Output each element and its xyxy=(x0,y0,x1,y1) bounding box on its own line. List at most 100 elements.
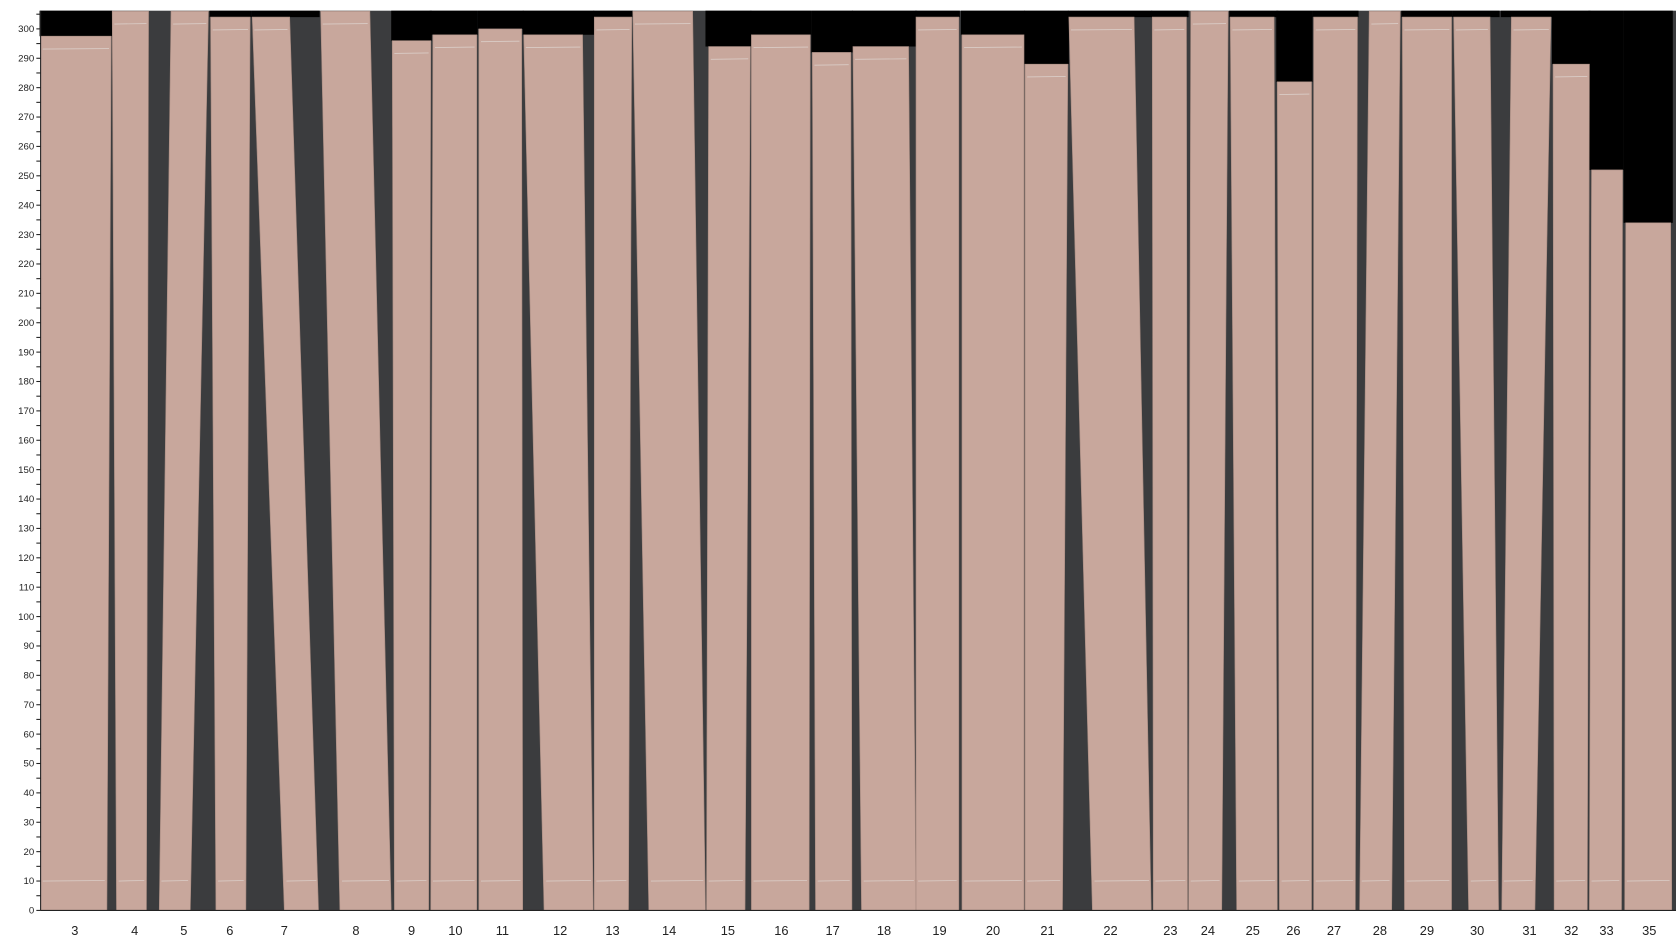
x-tick-label: 24 xyxy=(1201,923,1215,938)
x-tick-label: 6 xyxy=(226,923,233,938)
empty-region-12 xyxy=(522,10,595,35)
board-21 xyxy=(1024,63,1069,911)
chalk-mark xyxy=(1503,880,1533,882)
chalk-mark xyxy=(753,46,809,49)
chalk-mark xyxy=(161,880,189,882)
y-tick-label: 200 xyxy=(18,318,34,329)
empty-region-10 xyxy=(429,10,478,35)
chalk-mark xyxy=(1027,880,1061,882)
chalk-mark xyxy=(1406,880,1450,882)
chalk-mark xyxy=(1371,23,1399,25)
y-tick-label: 140 xyxy=(18,494,34,505)
chalk-mark xyxy=(596,29,630,31)
chalk-mark xyxy=(863,880,914,882)
x-tick-label: 21 xyxy=(1040,923,1054,938)
y-tick-label: 280 xyxy=(18,83,34,94)
x-tick-label: 35 xyxy=(1642,923,1656,938)
chalk-mark xyxy=(1404,29,1450,31)
x-tick-label: 29 xyxy=(1420,923,1434,938)
chalk-mark xyxy=(1154,29,1185,31)
empty-region-30 xyxy=(1452,10,1500,18)
chalk-mark xyxy=(118,880,145,882)
chalk-mark xyxy=(218,880,244,882)
board-4 xyxy=(111,10,149,911)
y-tick-label: 180 xyxy=(18,377,34,388)
chalk-mark xyxy=(322,23,368,25)
x-tick-label: 11 xyxy=(496,923,509,938)
x-tick-label: 13 xyxy=(605,923,619,938)
x-tick-label: 25 xyxy=(1246,923,1260,938)
empty-region-20 xyxy=(960,10,1026,35)
chalk-mark xyxy=(1556,880,1586,882)
chalk-mark xyxy=(1027,76,1066,78)
board-9 xyxy=(391,40,432,911)
board-13 xyxy=(593,16,633,911)
y-tick-label: 110 xyxy=(19,582,34,593)
board-15 xyxy=(706,46,751,911)
x-tick-label: 7 xyxy=(281,923,288,938)
empty-region-33 xyxy=(1588,10,1624,170)
chalk-mark xyxy=(964,880,1022,882)
y-tick-label: 300 xyxy=(18,24,34,35)
empty-region-18 xyxy=(851,10,918,47)
y-tick-label: 250 xyxy=(18,171,34,182)
x-tick-label: 3 xyxy=(71,923,78,938)
board-20 xyxy=(961,34,1025,911)
y-tick-label: 190 xyxy=(18,347,34,358)
board-10 xyxy=(430,34,478,911)
x-tick-label: 4 xyxy=(131,923,138,938)
chalk-mark xyxy=(918,29,957,31)
chalk-mark xyxy=(1555,76,1588,78)
chalk-mark xyxy=(650,880,704,882)
chalk-mark xyxy=(1192,23,1227,25)
chalk-mark xyxy=(525,46,581,49)
y-tick-label: 30 xyxy=(24,817,35,828)
chalk-mark xyxy=(212,29,248,31)
plot-area xyxy=(39,10,1676,911)
x-tick-label: 5 xyxy=(180,923,187,938)
y-tick-label: 100 xyxy=(18,612,34,623)
empty-region-19 xyxy=(914,10,960,18)
chalk-mark xyxy=(286,880,317,882)
board-32 xyxy=(1552,63,1590,911)
board-24 xyxy=(1188,10,1229,911)
empty-region-7 xyxy=(251,10,320,18)
board-6 xyxy=(210,16,251,911)
board-25 xyxy=(1229,16,1278,911)
x-tick-label: 10 xyxy=(448,923,462,938)
board-29 xyxy=(1402,16,1452,911)
y-tick-label: 0 xyxy=(29,906,34,917)
y-tick-label: 240 xyxy=(18,200,34,211)
chalk-mark xyxy=(1315,880,1354,882)
y-tick-label: 10 xyxy=(24,876,35,887)
x-tick-label: 9 xyxy=(408,923,415,938)
empty-region-25 xyxy=(1229,10,1279,18)
x-tick-label: 8 xyxy=(352,923,359,938)
chalk-mark xyxy=(1190,880,1220,882)
chalk-mark xyxy=(42,880,105,882)
chalk-mark xyxy=(1513,29,1549,31)
y-tick-label: 130 xyxy=(18,524,34,535)
x-tick-label: 16 xyxy=(774,923,788,938)
x-tick-label: 33 xyxy=(1599,923,1613,938)
chalk-mark xyxy=(254,29,288,31)
board-11 xyxy=(478,28,524,911)
chalk-mark xyxy=(814,64,849,66)
x-tick-label: 30 xyxy=(1470,923,1484,938)
y-tick-label: 70 xyxy=(24,700,35,711)
empty-region-16 xyxy=(750,10,812,35)
empty-region-23 xyxy=(1151,10,1189,18)
chalk-mark xyxy=(1591,880,1620,882)
empty-region-3 xyxy=(39,10,113,37)
empty-region-32 xyxy=(1552,10,1591,65)
x-tick-label: 15 xyxy=(721,923,735,938)
chalk-mark xyxy=(708,880,743,882)
chalk-mark xyxy=(480,40,520,43)
x-tick-label: 28 xyxy=(1373,923,1387,938)
chalk-mark xyxy=(173,23,207,25)
chalk-mark xyxy=(1281,880,1310,882)
chalk-mark xyxy=(1361,880,1390,882)
empty-region-6 xyxy=(209,10,252,18)
board-23 xyxy=(1151,16,1188,911)
x-tick-label: 32 xyxy=(1564,923,1578,938)
